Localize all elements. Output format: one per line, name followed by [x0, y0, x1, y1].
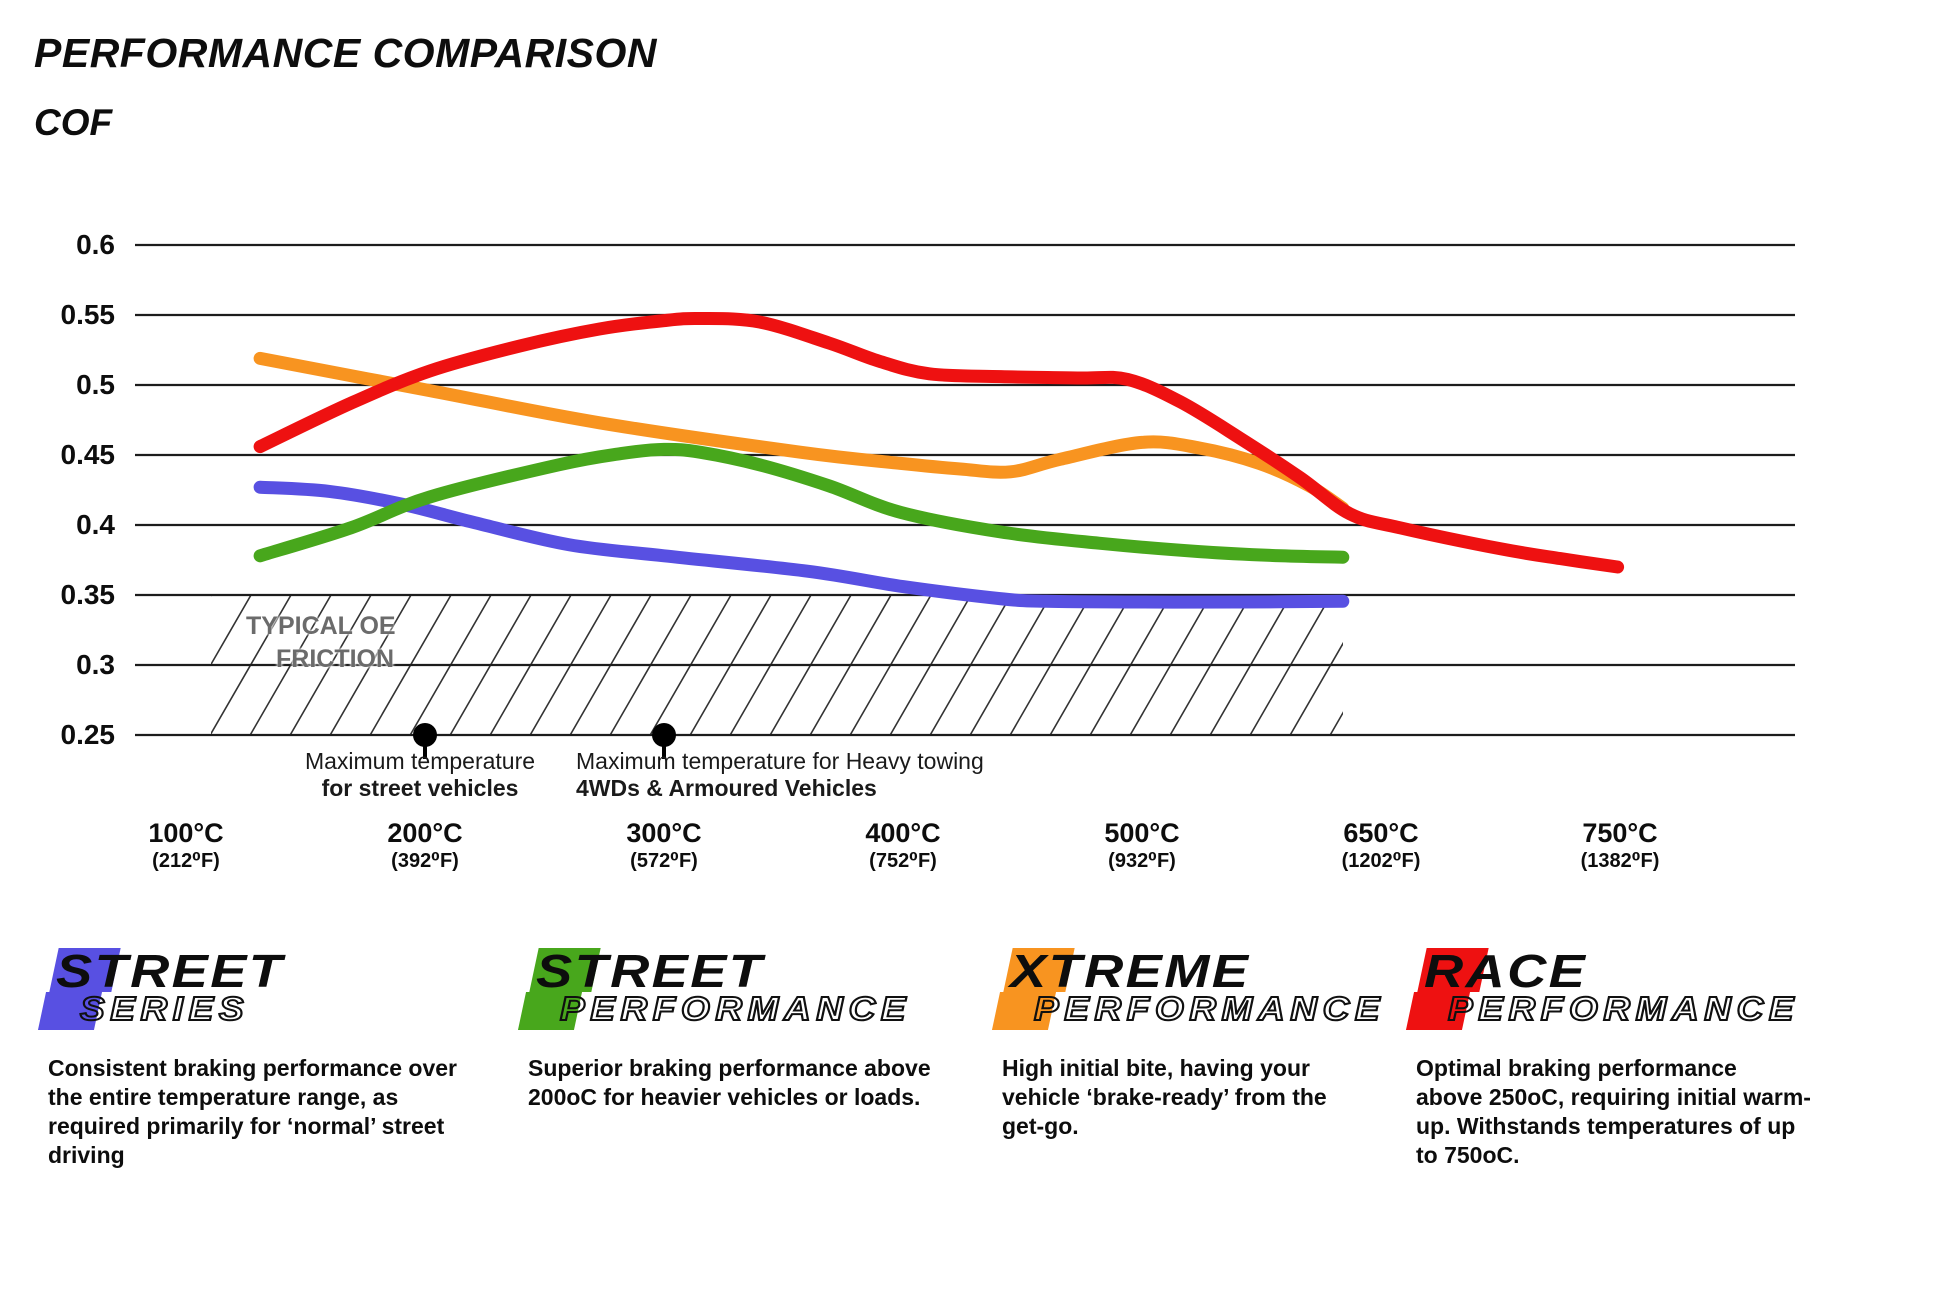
y-tick-label: 0.25 — [60, 719, 116, 750]
page-title: PERFORMANCE COMPARISON — [34, 30, 657, 76]
annotation-heavy-towing: Maximum temperature for Heavy towing 4WD… — [576, 748, 1016, 802]
y-tick-label: 0.4 — [76, 509, 115, 540]
legend-street-series: STREET SERIES Consistent braking perform… — [37, 945, 478, 1168]
logo-word1: RACE — [1424, 945, 1588, 997]
xtreme-performance-logo: XTREME PERFORMANCE — [991, 945, 1432, 1036]
x-tick-label: 750°C (1382⁰F) — [1580, 818, 1660, 872]
race-performance-logo: RACE PERFORMANCE — [1405, 945, 1846, 1036]
legend-race-performance: RACE PERFORMANCE Optimal braking perform… — [1405, 945, 1846, 1168]
x-tick-label: 300°C (572⁰F) — [626, 818, 702, 872]
y-tick-label: 0.5 — [76, 369, 115, 400]
y-tick-label: 0.55 — [60, 299, 116, 330]
logo-word2: PERFORMANCE — [1033, 989, 1386, 1028]
legend-description: Consistent braking performance over the … — [48, 1055, 457, 1168]
series-curves — [253, 311, 1625, 609]
logo-word1: STREET — [56, 945, 285, 997]
typical-oe-friction-label: TYPICAL OE FRICTION — [246, 610, 396, 676]
legend-xtreme-performance: XTREME PERFORMANCE High initial bite, ha… — [991, 945, 1432, 1139]
legend-description: High initial bite, having your vehicle ‘… — [1002, 1055, 1327, 1139]
logo-word1: STREET — [536, 945, 765, 997]
oe-label-line2: FRICTION — [276, 645, 395, 673]
performance-chart — [135, 243, 1795, 759]
legend-description: Optimal braking performance above 250oC,… — [1416, 1055, 1811, 1168]
curve-street-performance — [253, 442, 1350, 564]
annotation-line1: Maximum temperature — [304, 748, 536, 774]
annotation-street-vehicles: Maximum temperature for street vehicles — [288, 748, 552, 802]
x-tick-label: 200°C (392⁰F) — [387, 818, 463, 872]
logo-word1: XTREME — [1010, 945, 1251, 997]
x-tick-label: 500°C (932⁰F) — [1104, 818, 1180, 872]
y-tick-label: 0.6 — [76, 229, 115, 260]
x-tick-label: 400°C (752⁰F) — [865, 818, 941, 872]
annotation-line2: for street vehicles — [321, 775, 519, 801]
curve-race-performance — [253, 311, 1625, 574]
street-performance-logo: STREET PERFORMANCE — [517, 945, 958, 1036]
y-tick-label: 0.45 — [60, 439, 116, 470]
street-series-logo: STREET SERIES — [37, 945, 478, 1036]
annotation-line2: 4WDs & Armoured Vehicles — [576, 775, 877, 801]
x-tick-label: 100°C (212⁰F) — [148, 818, 224, 872]
curve-xtreme-performance — [253, 351, 1350, 515]
legend-description: Superior braking performance above 200oC… — [528, 1055, 931, 1110]
annotation-markers — [413, 723, 676, 759]
legend-street-performance: STREET PERFORMANCE Superior braking perf… — [517, 945, 958, 1110]
y-tick-label: 0.35 — [60, 579, 116, 610]
oe-label-line1: TYPICAL OE — [246, 612, 396, 640]
y-axis-title: COF — [34, 102, 113, 143]
y-tick-label: 0.3 — [76, 649, 115, 680]
logo-word2: SERIES — [79, 989, 250, 1028]
x-tick-label: 650°C (1202⁰F) — [1341, 818, 1421, 872]
logo-word2: PERFORMANCE — [559, 989, 912, 1028]
annotation-line1: Maximum temperature for Heavy towing — [576, 748, 984, 774]
logo-word2: PERFORMANCE — [1447, 989, 1800, 1028]
